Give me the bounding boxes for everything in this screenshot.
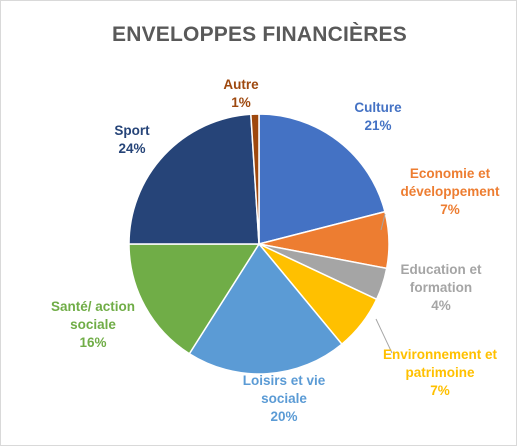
data-label: Loisirs et vie sociale 20% <box>243 373 326 424</box>
data-label: Education et formation 4% <box>400 262 482 313</box>
data-label-percent: 1% <box>231 95 251 110</box>
data-label: Economie et développement 7% <box>400 166 500 217</box>
data-label: Environnement et patrimoine 7% <box>383 347 498 398</box>
pie-slice-autre <box>250 113 260 245</box>
data-label: Autre 1% <box>223 77 259 110</box>
data-label-percent: 4% <box>431 298 451 313</box>
data-label-percent: 21% <box>364 118 391 133</box>
data-label-percent: 24% <box>118 141 145 156</box>
chart-title: ENVELOPPES FINANCIÈRES <box>112 23 407 46</box>
data-label-name: sociale <box>261 391 307 406</box>
data-label-name: patrimoine <box>405 365 475 380</box>
data-label: Culture 21% <box>354 100 402 133</box>
pie-slice-sport <box>128 113 260 245</box>
pie-slice-culture <box>258 113 386 245</box>
data-label-name: Loisirs et vie <box>243 373 326 388</box>
data-label-name: formation <box>410 280 472 295</box>
data-label-percent: 16% <box>79 335 106 350</box>
data-label-name: Culture <box>354 100 402 115</box>
data-label-percent: 7% <box>430 383 450 398</box>
pie-slice-sant-action-sociale <box>128 243 261 355</box>
leader-line <box>375 318 393 354</box>
data-label-name: Autre <box>223 77 259 92</box>
leader-line <box>380 213 386 231</box>
pie-slice-loisirs-et-vie-sociale <box>188 242 343 375</box>
data-label-percent: 20% <box>270 409 297 424</box>
data-label-name: Environnement et <box>383 347 498 362</box>
data-label: Santé/ action sociale 16% <box>51 299 135 350</box>
data-label-name: Sport <box>114 123 150 138</box>
data-label: Sport 24% <box>114 123 150 156</box>
data-label-percent: 7% <box>440 202 460 217</box>
data-label-name: développement <box>400 184 500 199</box>
data-label-name: Santé/ action <box>51 299 135 314</box>
data-label-name: Economie et <box>410 166 491 181</box>
data-label-name: sociale <box>70 317 116 332</box>
data-label-name: Education et <box>400 262 482 277</box>
